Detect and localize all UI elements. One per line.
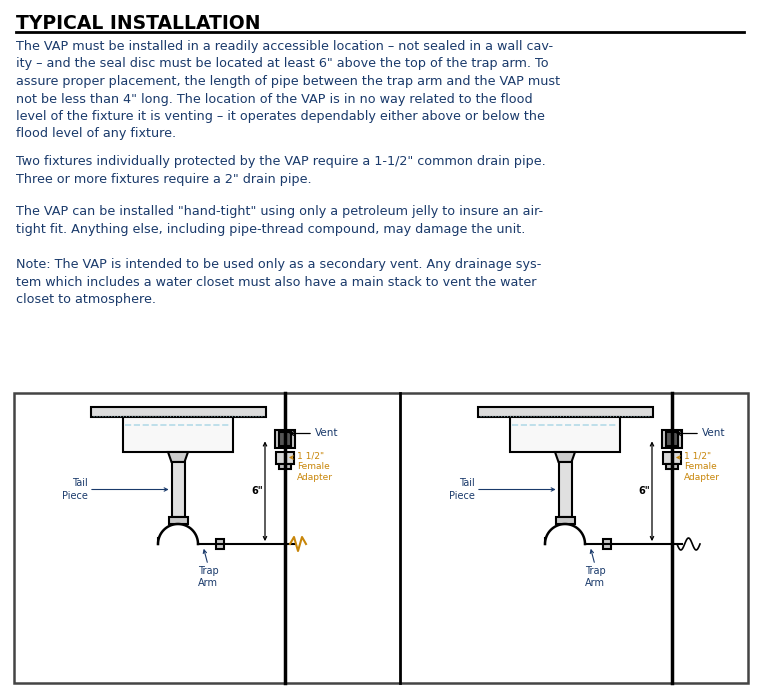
Bar — [603, 539, 611, 549]
Text: Note: The VAP is intended to be used only as a secondary vent. Any drainage sys-: Note: The VAP is intended to be used onl… — [16, 258, 541, 306]
Text: Vent: Vent — [315, 428, 338, 439]
Bar — [279, 464, 291, 468]
Bar — [666, 432, 678, 446]
Text: Tail
Piece: Tail Piece — [449, 478, 475, 501]
Bar — [216, 539, 224, 549]
Polygon shape — [555, 452, 575, 462]
Bar — [169, 517, 188, 524]
Text: Trap
Arm: Trap Arm — [584, 566, 606, 588]
Bar — [279, 432, 291, 446]
Bar — [275, 430, 295, 448]
Text: Vent: Vent — [702, 428, 726, 439]
Text: 6": 6" — [251, 486, 263, 496]
Polygon shape — [168, 452, 188, 462]
Bar — [172, 462, 185, 517]
Bar — [510, 417, 620, 452]
Bar — [90, 407, 265, 417]
Text: 1 1/2"
Female
Adapter: 1 1/2" Female Adapter — [684, 452, 720, 482]
Text: The VAP can be installed "hand-tight" using only a petroleum jelly to insure an : The VAP can be installed "hand-tight" us… — [16, 205, 543, 236]
Text: The VAP must be installed in a readily accessible location – not sealed in a wal: The VAP must be installed in a readily a… — [16, 40, 560, 141]
Bar — [276, 452, 294, 464]
Text: Two fixtures individually protected by the VAP require a 1-1/2" common drain pip: Two fixtures individually protected by t… — [16, 155, 546, 186]
Bar — [123, 417, 233, 452]
Bar — [559, 462, 572, 517]
Bar — [666, 464, 678, 468]
Text: Trap
Arm: Trap Arm — [198, 566, 218, 588]
Text: TYPICAL INSTALLATION: TYPICAL INSTALLATION — [16, 14, 261, 33]
Bar — [14, 393, 748, 683]
Text: 6": 6" — [638, 486, 650, 496]
Bar — [477, 407, 653, 417]
Bar — [662, 430, 682, 448]
Text: Tail
Piece: Tail Piece — [62, 478, 88, 501]
Bar — [556, 517, 575, 524]
Text: 1 1/2"
Female
Adapter: 1 1/2" Female Adapter — [297, 452, 333, 482]
Bar — [663, 452, 681, 464]
